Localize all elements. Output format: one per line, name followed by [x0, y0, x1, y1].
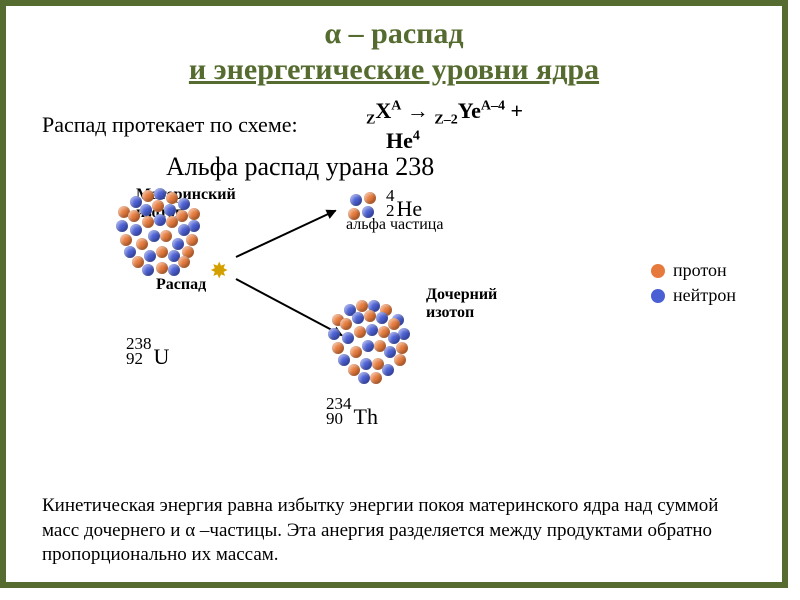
formula-arrow: → — [407, 98, 429, 123]
diagram-title: Альфа распад урана 238 — [166, 152, 434, 182]
formula-He4: 4 — [413, 129, 420, 144]
formula-Z2: Z–2 — [434, 112, 457, 127]
formula-plus: + — [511, 98, 524, 123]
decay-diagram: Материнский изотоп ✸ 42He альфа частица … — [26, 186, 766, 446]
formula-He: He — [386, 128, 413, 153]
th-tag: 23490Th — [326, 396, 378, 430]
legend-proton: протон — [651, 260, 736, 281]
explanation-text: Кинетическая энергия равна избытку энерг… — [42, 494, 746, 568]
label-daughter: Дочерний изотоп — [426, 286, 497, 321]
title-line2: и энергетические уровни ядра — [6, 52, 782, 88]
title-line1: α – распад — [6, 16, 782, 52]
u-tag: 23892U — [126, 336, 169, 370]
neutron-icon — [651, 289, 665, 303]
formula-Y: Ye — [458, 98, 481, 123]
arrow-to-alpha — [236, 210, 337, 258]
label-alpha: альфа частица — [346, 216, 443, 234]
decay-star-icon: ✸ — [210, 258, 228, 284]
scheme-intro: Распад протекает по схеме: — [42, 112, 298, 138]
formula-Z: Z — [366, 112, 375, 127]
slide-frame: α – распад и энергетические уровни ядра … — [0, 0, 788, 588]
formula-A: A — [391, 99, 401, 114]
formula-X: X — [375, 98, 391, 123]
parent-nucleus — [116, 186, 206, 276]
proton-icon — [651, 264, 665, 278]
daughter-nucleus — [326, 296, 416, 386]
formula-A4: A–4 — [481, 99, 505, 114]
legend-neutron: нейтрон — [651, 285, 736, 306]
legend: протон нейтрон — [651, 256, 736, 310]
label-decay: Распад — [156, 276, 206, 294]
decay-formula: ZXA → Z–2YeA–4 + He4 — [366, 98, 523, 154]
title-block: α – распад и энергетические уровни ядра — [6, 16, 782, 88]
